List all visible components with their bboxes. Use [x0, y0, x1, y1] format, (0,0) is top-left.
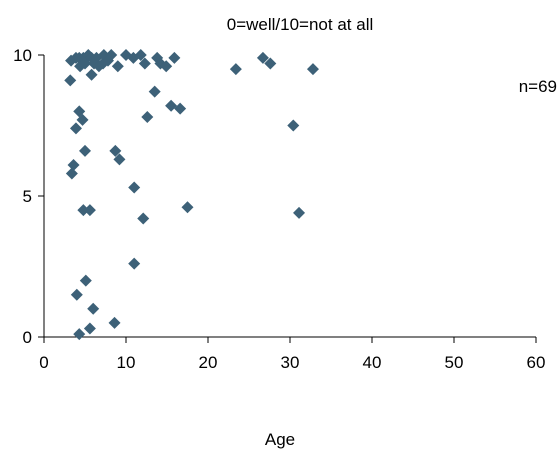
data-point: [264, 57, 277, 70]
data-point: [101, 54, 114, 67]
data-point: [85, 68, 98, 81]
data-point: [83, 322, 96, 335]
data-point: [138, 57, 151, 70]
data-point: [134, 49, 147, 61]
data-point: [306, 63, 319, 76]
data-point: [165, 99, 178, 112]
data-point: [79, 144, 91, 157]
y-tick-label: 0: [23, 328, 32, 347]
x-tick-label: 50: [445, 353, 464, 372]
x-tick-label: 10: [117, 353, 136, 372]
data-point: [287, 119, 300, 132]
data-point: [70, 288, 83, 301]
data-point: [76, 113, 89, 126]
y-tick-label: 5: [23, 187, 32, 206]
tick-group: 0 10 20 30 40 50 60 0 5 10: [13, 46, 545, 372]
data-point: [168, 51, 181, 64]
data-point: [83, 204, 96, 217]
x-tick-label: 60: [527, 353, 546, 372]
data-point: [174, 102, 187, 115]
data-point: [111, 60, 124, 73]
data-point: [137, 212, 150, 225]
data-point: [256, 51, 269, 64]
data-point: [113, 153, 126, 166]
x-tick-label: 20: [199, 353, 218, 372]
x-tick-label: 40: [363, 353, 382, 372]
sample-size-annotation: n=69: [519, 77, 557, 96]
data-point: [69, 122, 82, 135]
data-point: [65, 167, 78, 180]
data-points: [64, 49, 319, 341]
data-point: [79, 274, 92, 287]
y-tick-label: 10: [13, 46, 32, 65]
data-point: [64, 74, 77, 87]
axes: [43, 55, 536, 338]
data-point: [128, 181, 141, 194]
x-tick-label: 30: [281, 353, 300, 372]
data-point: [73, 328, 86, 341]
data-point: [108, 316, 121, 329]
data-point: [109, 144, 122, 157]
data-point: [148, 85, 161, 98]
data-point: [79, 57, 91, 70]
chart-title: 0=well/10=not at all: [227, 15, 374, 34]
data-point: [141, 111, 154, 124]
data-point: [77, 204, 90, 217]
data-point: [181, 201, 194, 214]
x-tick-label: 0: [39, 353, 48, 372]
data-point: [67, 158, 80, 171]
data-point: [229, 63, 242, 76]
x-axis-title: Age: [265, 430, 295, 449]
data-point: [87, 302, 100, 315]
data-point: [160, 60, 173, 73]
data-point: [293, 206, 306, 219]
data-point: [128, 257, 141, 270]
